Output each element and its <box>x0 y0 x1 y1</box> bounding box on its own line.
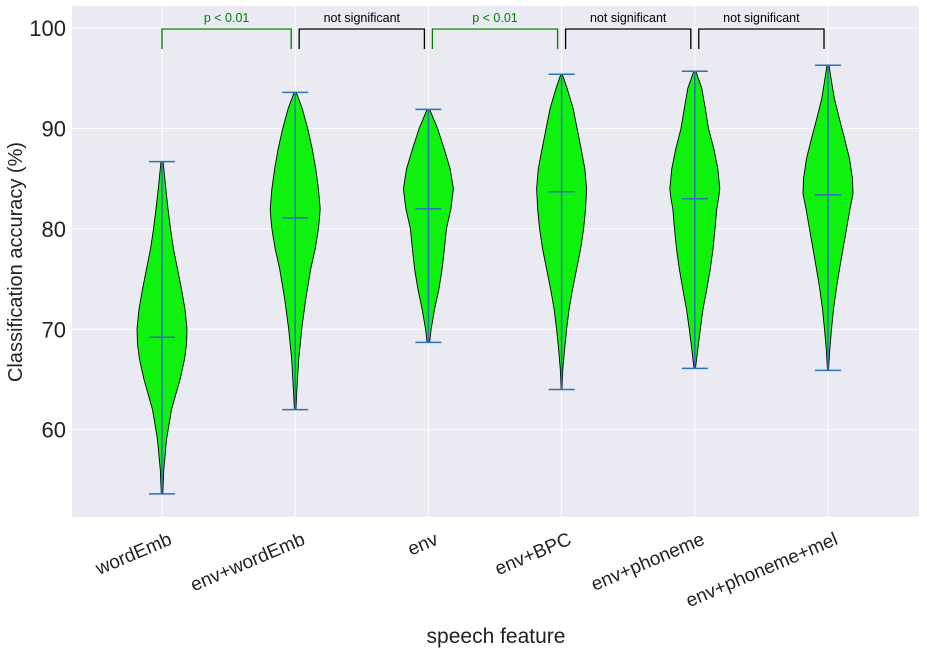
x-axis-title: speech feature <box>427 625 566 648</box>
x-tick-label: env+phoneme+mel <box>683 529 841 612</box>
x-axis: wordEmb env+wordEmb env env+BPC env+phonemee… <box>92 529 841 612</box>
x-tick-label: env+wordEmb <box>188 529 308 596</box>
significance-bracket <box>564 28 692 49</box>
x-tick-label: env+phoneme <box>588 529 708 596</box>
x-tick-label: wordEmb <box>92 529 175 580</box>
significance-bracket <box>698 28 825 49</box>
significance-label: p < 0.01 <box>472 11 518 25</box>
significance-label: p < 0.01 <box>204 11 250 25</box>
significance-bracket <box>431 28 559 49</box>
x-tick-label: env+BPC <box>492 529 575 580</box>
y-axis-title: Classification accuracy (%) <box>5 142 27 382</box>
significance-label: not significant <box>324 11 401 25</box>
significance-label: not significant <box>590 11 667 25</box>
significance-bracket <box>161 28 292 49</box>
y-axis: 60 70 80 90 100 <box>29 16 66 443</box>
violins <box>136 64 854 495</box>
significance-bracket <box>298 28 426 49</box>
significance-annotations: p < 0.01 not significant p < 0.01 not signi… <box>161 11 825 49</box>
y-tick-label: 100 <box>29 16 66 41</box>
significance-label: not significant <box>723 11 800 25</box>
y-tick-label: 80 <box>42 217 66 242</box>
y-tick-label: 60 <box>42 418 66 443</box>
y-tick-label: 90 <box>42 116 66 141</box>
y-tick-label: 70 <box>42 317 66 342</box>
plot-area <box>72 6 919 517</box>
x-tick-label: env <box>405 529 442 560</box>
